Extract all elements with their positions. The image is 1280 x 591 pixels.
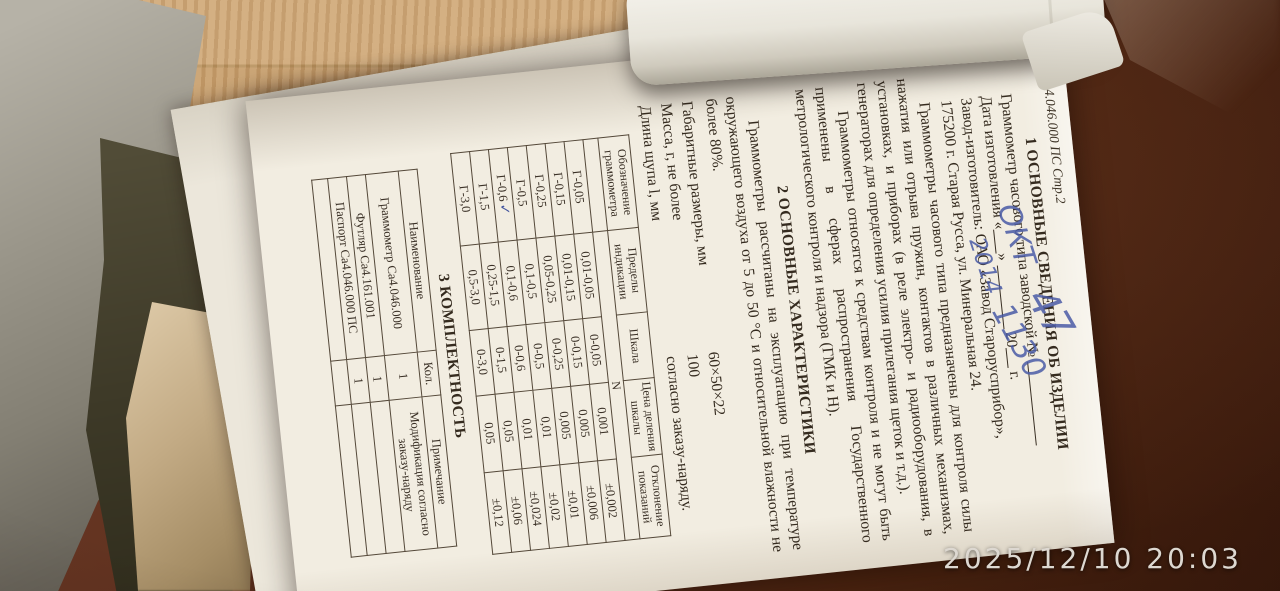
camera-timestamp: 2025/12/10 20:03 (943, 542, 1242, 575)
date-year-blank (1005, 346, 1022, 369)
table-cell: 1 (384, 351, 422, 401)
spec-value: 100 (683, 353, 703, 378)
date-month-blank (993, 228, 1010, 254)
characteristics-table: Обозначение граммометра Пределы индикаци… (450, 134, 671, 555)
handwritten-checkmark: ✓ (495, 202, 513, 216)
passport-page: Са4.046.000 ПС Стр.2 1 ОСНОВНЫЕ СВЕДЕНИЯ… (245, 15, 1115, 591)
date-year-printed: 20 (1001, 331, 1021, 349)
row-label: Г-0,6 (493, 173, 511, 203)
date-suffix: г. (1006, 370, 1024, 381)
